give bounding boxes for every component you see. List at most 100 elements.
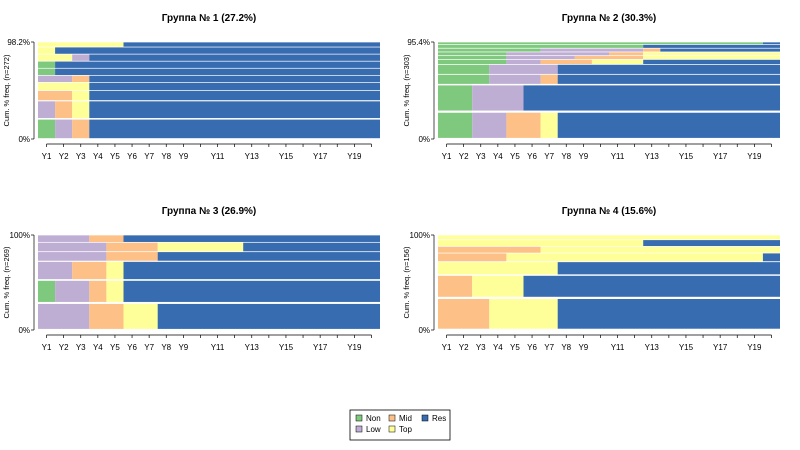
- state-segment-mid: [55, 101, 73, 119]
- state-segment-res: [523, 275, 780, 297]
- state-segment-non: [38, 280, 56, 302]
- state-segment-res: [643, 240, 780, 247]
- state-segment-low: [472, 112, 507, 138]
- y-axis-label: Cum. % freq. (n=303): [402, 54, 411, 126]
- state-segment-top: [38, 54, 73, 61]
- state-segment-non: [438, 85, 473, 111]
- x-tick-label: Y19: [347, 152, 362, 161]
- state-segment-res: [557, 74, 780, 84]
- x-tick-label: Y11: [211, 152, 225, 161]
- x-tick-label: Y2: [59, 152, 69, 161]
- legend-label: Low: [366, 425, 381, 434]
- state-segment-top: [506, 253, 763, 262]
- x-tick-label: Y5: [510, 343, 520, 352]
- state-segment-mid: [38, 90, 73, 101]
- sequence-row: [38, 75, 381, 83]
- sequence-row: [38, 252, 380, 261]
- state-segment-top: [123, 303, 158, 329]
- sequence-row: [438, 64, 780, 74]
- state-segment-mid: [106, 242, 158, 252]
- y-tick-label: 100%: [10, 231, 30, 240]
- state-segment-mid: [574, 56, 644, 60]
- sequence-row: [38, 54, 381, 61]
- state-segment-low: [38, 75, 73, 83]
- state-segment-low: [489, 74, 541, 84]
- state-segment-res: [157, 252, 380, 261]
- sequence-row: [38, 235, 380, 242]
- state-segment-mid: [506, 112, 541, 138]
- x-tick-label: Y9: [178, 152, 188, 161]
- state-segment-top: [591, 59, 644, 65]
- state-segment-low: [540, 48, 644, 52]
- state-segment-non: [438, 44, 644, 48]
- sequence-row: [438, 85, 780, 111]
- x-tick-label: Y17: [713, 343, 728, 352]
- state-segment-top: [72, 90, 90, 101]
- chart-title: Группа № 3 (26.9%): [162, 206, 257, 217]
- state-segment-top: [438, 240, 644, 247]
- state-segment-res: [89, 90, 381, 101]
- state-segment-res: [55, 68, 380, 75]
- legend-frame: [349, 409, 451, 441]
- x-tick-label: Y15: [279, 152, 294, 161]
- state-segment-top: [106, 280, 124, 302]
- state-segment-res: [89, 75, 381, 83]
- sequence-row: [38, 101, 381, 119]
- state-segment-res: [643, 44, 780, 48]
- sequence-row: [38, 42, 380, 47]
- state-segment-low: [489, 64, 558, 74]
- x-tick-label: Y3: [476, 343, 486, 352]
- state-segment-res: [762, 253, 780, 262]
- sequence-row: [438, 48, 780, 52]
- y-tick-label: 0%: [418, 326, 430, 335]
- y-tick-label: 100%: [410, 231, 430, 240]
- chart-panel-2: Группа № 2 (30.3%) Cum. % freq. (n=303) 95…: [402, 13, 780, 161]
- state-segment-top: [438, 235, 780, 240]
- x-tick-label: Y2: [459, 152, 469, 161]
- sequence-row: [38, 119, 381, 139]
- state-segment-mid: [89, 280, 107, 302]
- x-tick-label: Y15: [679, 343, 694, 352]
- x-tick-label: Y8: [161, 343, 171, 352]
- state-segment-top: [540, 246, 780, 253]
- state-segment-low: [38, 101, 56, 119]
- sequence-row: [38, 82, 381, 91]
- state-segment-res: [123, 261, 380, 280]
- state-segment-low: [38, 261, 73, 280]
- state-segment-mid: [643, 48, 661, 52]
- state-segment-top: [72, 101, 90, 119]
- state-segment-mid: [609, 52, 644, 56]
- legend-label: Non: [366, 414, 381, 423]
- sequence-row: [438, 59, 780, 65]
- x-tick-label: Y15: [279, 343, 294, 352]
- sequence-row: [438, 235, 780, 240]
- state-segment-low: [72, 54, 90, 61]
- state-segment-non: [438, 52, 507, 56]
- sequence-row: [38, 242, 380, 252]
- x-tick-label: Y5: [110, 152, 120, 161]
- state-segment-mid: [438, 298, 490, 329]
- sequence-row: [38, 261, 380, 280]
- state-segment-top: [643, 56, 780, 60]
- state-segment-mid: [72, 75, 90, 83]
- sequence-row: [438, 42, 780, 45]
- x-tick-label: Y7: [144, 152, 154, 161]
- x-tick-label: Y1: [442, 152, 452, 161]
- legend-swatch: [355, 414, 363, 422]
- state-segment-mid: [540, 74, 558, 84]
- state-segment-low: [55, 119, 73, 139]
- state-segment-mid: [438, 253, 507, 262]
- state-segment-res: [55, 61, 380, 68]
- y-axis-label: Cum. % freq. (n=272): [2, 54, 11, 126]
- state-segment-mid: [106, 252, 158, 261]
- sequence-row: [438, 298, 780, 329]
- state-segment-mid: [72, 261, 107, 280]
- sequence-row: [438, 262, 780, 275]
- chart-title: Группа № 4 (15.6%): [562, 206, 657, 217]
- state-segment-top: [38, 42, 124, 47]
- sequence-row: [438, 56, 780, 60]
- sequence-row: [438, 253, 780, 262]
- legend-item-non: Non: [355, 414, 381, 423]
- x-tick-label: Y1: [42, 152, 52, 161]
- state-segment-res: [89, 82, 381, 91]
